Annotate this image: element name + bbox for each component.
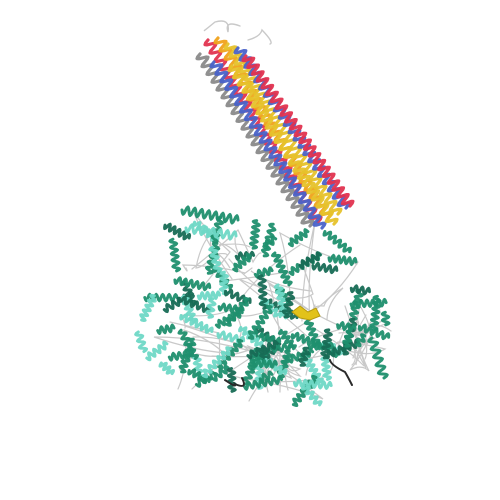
domain-helix-62	[180, 294, 198, 324]
domain-helix-90	[246, 339, 279, 360]
domain-helix-67	[187, 368, 211, 384]
dark-strand-2	[224, 377, 245, 387]
coil-loop	[222, 268, 314, 299]
domain-helix-60	[167, 349, 194, 362]
domain-helix-98	[357, 323, 391, 341]
domain-helix-9	[173, 276, 212, 292]
coil-loop	[349, 304, 379, 372]
domain-helix-27	[307, 341, 334, 351]
bundle-helix-3	[223, 42, 343, 216]
domain-helix-36	[253, 266, 274, 279]
domain-helix-74	[277, 329, 297, 351]
domain-helix-42	[349, 284, 371, 296]
coil-loop	[179, 325, 254, 371]
coil-loop	[195, 229, 228, 269]
coil-loop	[218, 237, 251, 257]
domain-helix-95	[342, 329, 354, 348]
domain-helix-3	[205, 241, 221, 275]
domain-helix-26	[327, 253, 358, 266]
domain-helix-48	[158, 361, 175, 376]
domain-helix-64	[145, 340, 169, 362]
domain-helix-81	[201, 346, 232, 379]
domain-helix-76	[320, 355, 332, 381]
domain-helix-86	[320, 328, 333, 360]
domain-helix-13	[218, 270, 229, 295]
domain-helix-49	[196, 290, 222, 301]
domain-helix-14	[223, 289, 252, 305]
domain-helix-69	[205, 297, 217, 319]
domain-helix-25	[271, 251, 293, 287]
domain-helix-92	[298, 346, 311, 367]
bundle-helix-8	[227, 64, 339, 226]
domain-side-helix	[367, 336, 389, 380]
domain-helix-75	[281, 347, 315, 366]
domain-helix-4	[163, 222, 192, 241]
domain-helix-93	[349, 297, 388, 309]
domain-helix-46	[217, 302, 244, 315]
domain-arm-helix-1	[180, 205, 240, 225]
bundle-helix-6	[241, 54, 355, 208]
domain-helix-28	[261, 222, 277, 258]
domain-helix-85	[301, 384, 323, 407]
domain-helix-47	[311, 261, 339, 275]
bound-ligand	[291, 305, 321, 321]
domain-helix-99	[355, 333, 367, 348]
domain-helix-97	[369, 294, 382, 332]
domain-helix-30	[287, 228, 310, 248]
domain-helix-12	[232, 252, 252, 273]
helical-coiled-coil-bundle	[195, 20, 355, 230]
domain-helix-54	[179, 313, 214, 334]
coil-loop	[344, 305, 367, 369]
domain-helix-96	[336, 321, 357, 333]
domain-helix-35	[281, 291, 296, 319]
bundle-top-loop	[203, 20, 241, 33]
domain-helix-40	[298, 251, 322, 270]
bundle-helix-7	[209, 60, 327, 230]
ligand-molecule	[291, 305, 321, 321]
domain-helix-2	[249, 219, 261, 250]
domain-helix-78	[226, 367, 237, 393]
domain-helix-1	[192, 220, 220, 243]
domain-helix-91	[252, 358, 278, 369]
domain-arm-helix-2	[184, 223, 238, 241]
domain-helix-68	[139, 293, 157, 322]
domain-helix-88	[258, 370, 274, 383]
domain-helix-83	[242, 375, 284, 391]
domain-helix-16	[322, 230, 352, 254]
globular-domain	[134, 205, 391, 407]
domain-helix-52	[156, 323, 176, 335]
domain-helix-6	[168, 237, 182, 273]
coil-loop	[209, 231, 231, 269]
domain-helix-94	[380, 310, 391, 327]
domain-helix-66	[177, 295, 211, 313]
domain-helix-63	[211, 364, 230, 382]
dark-strand	[329, 359, 353, 386]
domain-helix-33	[214, 308, 244, 329]
domain-helix-10	[210, 216, 224, 244]
domain-helix-11	[208, 245, 223, 273]
coil-loop	[228, 231, 358, 308]
domain-helix-87	[247, 304, 273, 340]
bundle-top-loop-2	[247, 28, 272, 45]
domain-helix-38	[257, 274, 269, 310]
domain-helix-50	[134, 330, 148, 353]
domain-helix-82	[292, 378, 333, 390]
